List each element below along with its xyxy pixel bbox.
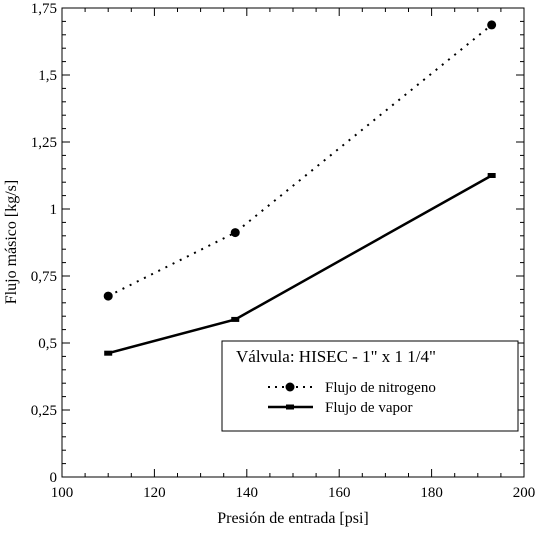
legend-box [221,340,519,432]
data-point [103,291,113,301]
y-tick-label: 0 [50,470,58,486]
data-point [230,228,240,238]
x-tick-label: 100 [51,485,74,501]
x-tick-label: 180 [420,485,443,501]
series-layer [103,20,497,356]
data-point [231,316,240,322]
y-tick-label: 0,5 [38,336,57,352]
x-tick-label: 160 [328,485,351,501]
x-tick-label: 120 [143,485,166,501]
y-tick-label: 0,25 [31,403,57,419]
y-tick-label: 1 [50,202,58,218]
x-tick-label: 200 [513,485,536,501]
legend-marker-nitrogen [285,382,295,392]
y-tick-label: 1,5 [38,68,57,84]
x-tick-label: 140 [236,485,259,501]
y-tick-label: 1,75 [31,1,57,17]
data-point [487,20,497,30]
legend: Válvula: HISEC - 1" x 1 1/4" Flujo de ni… [221,340,519,432]
y-tick-label: 0,75 [31,269,57,285]
legend-title: Válvula: HISEC - 1" x 1 1/4" [236,347,436,366]
legend-entry-vapor: Flujo de vapor [325,400,413,416]
legend-entry-nitrogen: Flujo de nitrogeno [325,380,436,396]
x-axis-label: Presión de entrada [psi] [217,510,369,527]
data-point [104,350,113,356]
legend-marker-vapor [286,404,294,410]
y-axis-label: Flujo másico [kg/s] [3,180,20,304]
axis-ticks: 100 120 140 160 180 200 0 0,25 0,5 0,75 1 1,25 1,5 1,… [31,1,536,501]
y-tick-label: 1,25 [31,135,57,151]
data-point [487,173,496,178]
